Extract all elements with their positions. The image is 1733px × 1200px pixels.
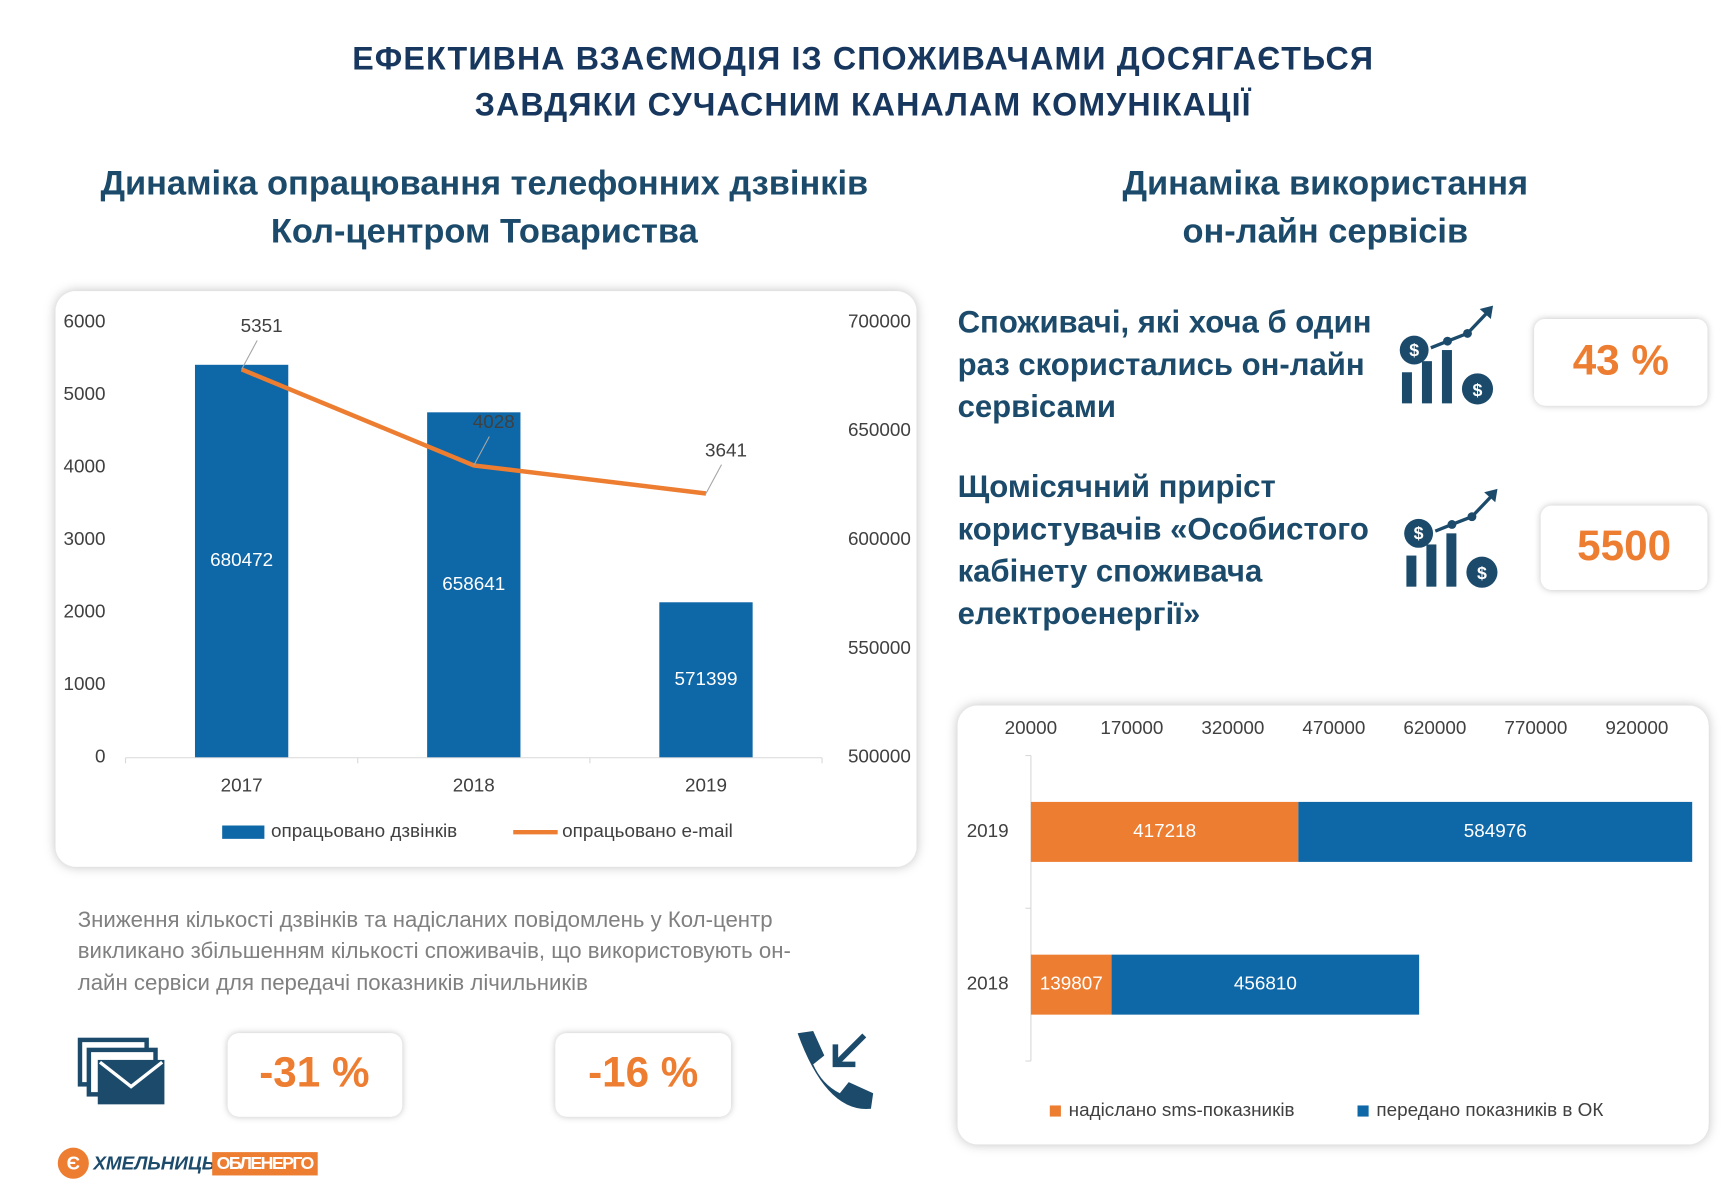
bar xyxy=(1298,801,1693,862)
mail-icon xyxy=(77,1037,165,1105)
legend-label: опрацьовано e-mail xyxy=(562,821,733,842)
x-tick-label: 620000 xyxy=(1403,718,1466,739)
bar xyxy=(194,364,289,758)
stat-value: 5500 xyxy=(1577,522,1671,569)
y2-tick-label: 600000 xyxy=(848,529,911,550)
logo: Є ХМЕЛЬНИЦЬК ОБЛЕНЕРГО xyxy=(57,1147,318,1179)
stat-label: раз скористались он-лайн xyxy=(958,347,1365,382)
x-tick-label: 170000 xyxy=(1100,718,1163,739)
growth-icon: $ $ xyxy=(1404,488,1498,588)
stat-label: Щомісячний приріст xyxy=(958,469,1276,504)
note: Зниження кількості дзвінків та надіслани… xyxy=(78,907,773,932)
growth-icon: $ $ xyxy=(1399,305,1494,405)
data-label: 680472 xyxy=(210,550,273,571)
phone-icon xyxy=(797,1031,874,1110)
svg-text:$: $ xyxy=(1409,340,1419,360)
x-tick-label: 920000 xyxy=(1605,718,1668,739)
data-label: 3641 xyxy=(705,440,747,461)
data-label: 658641 xyxy=(442,574,505,595)
note: викликано збільшенням кількості споживач… xyxy=(78,938,791,963)
bar xyxy=(1030,801,1299,862)
heading: Динаміка використання xyxy=(1122,165,1528,203)
chart-panel xyxy=(957,705,1709,1145)
change-value: -16 % xyxy=(588,1049,698,1096)
plot xyxy=(1030,801,1693,1015)
y-tick-label: 6000 xyxy=(64,311,106,332)
data-label: 417218 xyxy=(1133,821,1196,842)
x-tick-label: 20000 xyxy=(1005,718,1058,739)
title: ЗАВДЯКИ СУЧАСНИМ КАНАЛАМ КОМУНІКАЦІЇ xyxy=(475,86,1252,122)
leader-line xyxy=(473,436,490,466)
data-label: 5351 xyxy=(241,316,283,337)
heading: Динаміка опрацювання телефонних дзвінків xyxy=(100,165,868,203)
legend-label: передано показників в ОК xyxy=(1376,1100,1603,1121)
y2-tick-label: 550000 xyxy=(848,638,911,659)
y2-tick-label: 500000 xyxy=(848,747,911,768)
svg-text:$: $ xyxy=(1477,563,1487,583)
y-tick-label: 1000 xyxy=(64,674,106,695)
y-tick-label: 3000 xyxy=(64,529,106,550)
y-tick-label: 4000 xyxy=(64,456,106,477)
heading: он-лайн сервісів xyxy=(1182,212,1468,250)
stat-label: сервісами xyxy=(958,389,1116,424)
y-tick-label: 5000 xyxy=(64,384,106,405)
legend-swatch xyxy=(1049,1105,1061,1117)
stat-label: Споживачі, які хоча б один xyxy=(958,305,1372,340)
bar xyxy=(1111,954,1420,1015)
note: лайн сервіси для передачі показників ліч… xyxy=(78,970,588,995)
heading: Кол-центром Товариства xyxy=(271,212,699,250)
x-tick-label: 470000 xyxy=(1302,718,1365,739)
x-tick-label: 2018 xyxy=(453,776,495,797)
y-tick-label: 2000 xyxy=(64,602,106,623)
data-label: 4028 xyxy=(473,412,515,433)
y-tick-label: 2019 xyxy=(967,821,1009,842)
legend-swatch xyxy=(1357,1105,1369,1117)
x-tick-label: 320000 xyxy=(1201,718,1264,739)
leader-line xyxy=(705,464,723,494)
bar xyxy=(659,602,753,758)
svg-text:$: $ xyxy=(1414,523,1424,543)
stat-label: електроенергії» xyxy=(958,596,1201,631)
change-box xyxy=(555,1033,731,1117)
stat-box xyxy=(1534,318,1708,406)
stat-label: користувачів «Особистого xyxy=(958,511,1369,546)
x-tick-label: 2019 xyxy=(685,776,727,797)
stat-box xyxy=(1540,505,1708,591)
svg-text:$: $ xyxy=(1473,380,1483,400)
bar xyxy=(1030,954,1112,1015)
legend-label: надіслано sms-показників xyxy=(1069,1100,1295,1121)
x-tick-label: 2017 xyxy=(221,776,263,797)
data-label: 456810 xyxy=(1234,974,1297,995)
y-tick-label: 2018 xyxy=(967,974,1009,995)
y-tick-label: 0 xyxy=(95,747,106,768)
data-label: 584976 xyxy=(1464,821,1527,842)
data-label: 571399 xyxy=(674,669,737,690)
svg-text:Є: Є xyxy=(67,1153,80,1174)
change-value: -31 % xyxy=(259,1049,369,1096)
logo-text: ХМЕЛЬНИЦЬК xyxy=(92,1153,228,1174)
logo-text: ОБЛЕНЕРГО xyxy=(217,1153,315,1173)
stat-value: 43 % xyxy=(1573,337,1669,384)
data-label: 139807 xyxy=(1040,974,1103,995)
stat-label: кабінету споживача xyxy=(958,554,1263,589)
x-tick-label: 770000 xyxy=(1504,718,1567,739)
change-box xyxy=(227,1033,403,1117)
title: ЕФЕКТИВНА ВЗАЄМОДІЯ ІЗ СПОЖИВАЧАМИ ДОСЯГ… xyxy=(352,41,1374,77)
y2-tick-label: 700000 xyxy=(848,311,911,332)
y2-tick-label: 650000 xyxy=(848,420,911,441)
legend-swatch xyxy=(222,825,265,839)
leader-line xyxy=(241,340,258,370)
legend-label: опрацьовано дзвінків xyxy=(271,821,457,842)
